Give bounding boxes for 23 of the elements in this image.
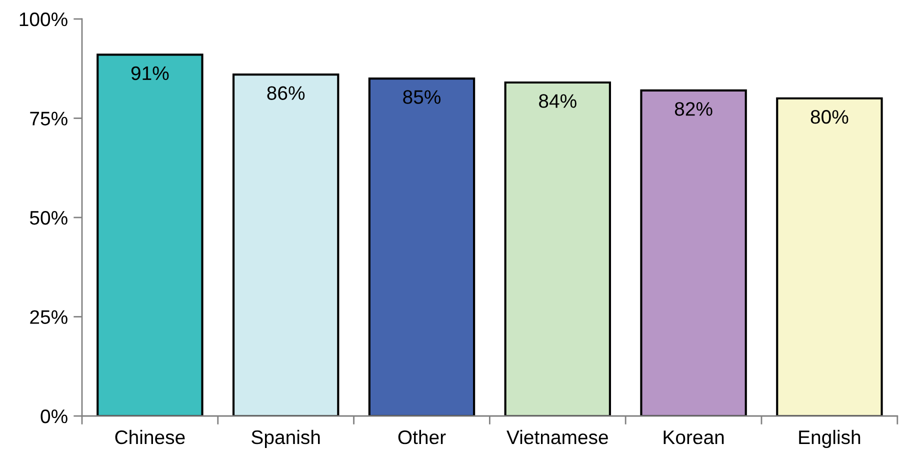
data-label: 82% xyxy=(674,102,712,116)
y-tick-label: 100% xyxy=(20,12,68,26)
x-tick-label: Chinese xyxy=(115,430,185,444)
x-tick-label: Other xyxy=(398,430,446,444)
y-tick-label: 50% xyxy=(30,210,68,225)
data-label: 84% xyxy=(539,94,576,108)
data-label: 85% xyxy=(403,90,441,104)
x-tick-label: Korean xyxy=(664,430,724,444)
x-tick-label: Vietnamese xyxy=(506,430,608,444)
y-tick-label: 75% xyxy=(30,112,68,126)
bar xyxy=(232,74,340,416)
bar xyxy=(368,77,476,416)
y-tick-label: 25% xyxy=(30,310,68,324)
data-label: 91% xyxy=(131,66,169,80)
data-label: 80% xyxy=(810,110,848,124)
y-tick-label: 0% xyxy=(40,409,68,424)
bar xyxy=(504,81,612,416)
bar xyxy=(776,97,883,416)
data-label: 86% xyxy=(267,86,305,100)
x-tick-label: Spanish xyxy=(252,430,320,448)
bar xyxy=(96,54,204,416)
bar xyxy=(640,89,747,416)
x-tick-label: English xyxy=(799,430,860,448)
